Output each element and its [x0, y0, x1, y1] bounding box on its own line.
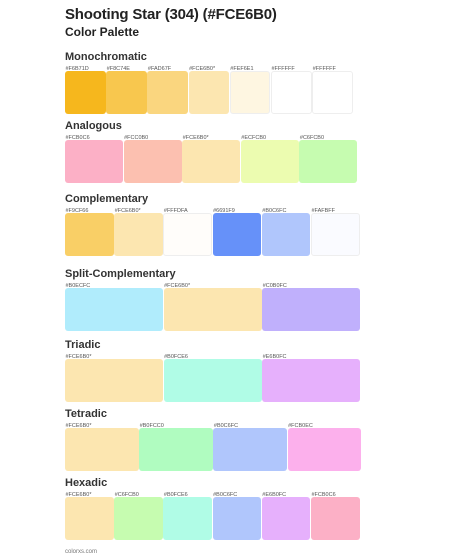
color-code-label: #C6FCB0: [299, 135, 325, 141]
color-swatch[interactable]: [261, 213, 311, 256]
color-code-label: #B0ECFC: [65, 283, 91, 289]
color-code-label: #C6FCB0: [114, 492, 139, 498]
color-code-label: #FCE6B0*: [164, 283, 191, 289]
color-swatch[interactable]: [262, 359, 361, 402]
color-code-label: #B0FCE6: [164, 354, 188, 360]
color-swatch[interactable]: [65, 288, 164, 331]
color-code-label: #ECFCB0: [241, 135, 267, 141]
color-code-label: #B0FCE6: [163, 492, 188, 498]
color-code-label: #FCB0C6: [311, 492, 336, 498]
color-code-label: #FCE6B0*: [189, 66, 216, 72]
color-code-label: #FCE6B0*: [65, 354, 92, 360]
color-swatch[interactable]: [114, 213, 163, 256]
color-swatch[interactable]: [182, 140, 241, 183]
color-swatch[interactable]: [312, 71, 353, 114]
color-swatch[interactable]: [147, 71, 189, 114]
section-title-monochromatic: Monochromatic: [65, 51, 147, 63]
page-title: Shooting Star (304) (#FCE6B0): [65, 6, 277, 23]
color-swatch[interactable]: [261, 497, 311, 540]
color-swatch[interactable]: [65, 428, 139, 471]
color-swatch[interactable]: [229, 71, 271, 114]
site-footer: colorxs.com: [65, 549, 98, 555]
color-swatch[interactable]: [65, 359, 164, 402]
color-code-label: #B0C6FC: [213, 492, 238, 498]
color-swatch[interactable]: [212, 497, 262, 540]
color-code-label: #FFFFFF: [271, 66, 295, 72]
color-code-label: #FCE6B0*: [65, 492, 92, 498]
color-code-label: #F9CF66: [65, 208, 89, 214]
color-swatch[interactable]: [65, 213, 114, 256]
color-swatch[interactable]: [262, 288, 361, 331]
color-swatch[interactable]: [139, 428, 213, 471]
color-code-label: #F6B71D: [65, 66, 89, 72]
section-title-hexadic: Hexadic: [65, 477, 108, 489]
color-code-label: #F8C74E: [106, 66, 130, 72]
color-code-label: #FFFDFA: [163, 208, 188, 214]
color-swatch[interactable]: [188, 71, 230, 114]
color-code-label: #6691F9: [213, 208, 235, 214]
color-swatch[interactable]: [123, 140, 182, 183]
color-code-label: #FAFBFF: [311, 208, 336, 214]
color-code-label: #B0C6FC: [262, 208, 287, 214]
color-code-label: #FFFFFF: [312, 66, 336, 72]
color-swatch[interactable]: [271, 71, 312, 114]
color-swatch[interactable]: [163, 213, 213, 256]
color-swatch[interactable]: [212, 213, 262, 256]
section-title-split-complementary: Split-Complementary: [65, 268, 176, 280]
color-swatch[interactable]: [287, 428, 362, 471]
color-swatch[interactable]: [65, 71, 106, 114]
section-title-complementary: Complementary: [65, 193, 149, 205]
color-swatch[interactable]: [106, 71, 147, 114]
page-subtitle: Color Palette: [65, 25, 140, 39]
color-swatch[interactable]: [163, 497, 213, 540]
color-swatch[interactable]: [299, 140, 358, 183]
color-swatch[interactable]: [65, 497, 114, 540]
section-title-tetradic: Tetradic: [65, 408, 107, 420]
color-code-label: #E6B0FC: [262, 354, 287, 360]
section-title-triadic: Triadic: [65, 339, 101, 351]
color-swatch[interactable]: [311, 497, 360, 540]
color-swatch[interactable]: [311, 213, 360, 256]
color-swatch[interactable]: [163, 288, 262, 331]
color-swatch[interactable]: [240, 140, 299, 183]
color-code-label: #FCE6B0*: [65, 423, 92, 429]
color-code-label: #FCE6B0*: [114, 208, 141, 214]
color-swatch[interactable]: [213, 428, 288, 471]
color-code-label: #FCC0B0: [124, 135, 149, 141]
color-code-label: #FEF6E1: [230, 66, 254, 72]
color-swatch[interactable]: [114, 497, 163, 540]
color-code-label: #C0B0FC: [262, 283, 287, 289]
color-code-label: #B0FCC0: [139, 423, 164, 429]
color-swatch[interactable]: [65, 140, 124, 183]
color-code-label: #B0C6FC: [213, 423, 239, 429]
color-swatch[interactable]: [163, 359, 262, 402]
color-code-label: #FCB0C6: [65, 135, 90, 141]
color-code-label: #FAD67F: [147, 66, 172, 72]
color-code-label: #FCB0EC: [288, 423, 313, 429]
section-title-analogous: Analogous: [65, 120, 122, 132]
color-code-label: #FCE6B0*: [182, 135, 209, 141]
color-code-label: #E6B0FC: [262, 492, 287, 498]
